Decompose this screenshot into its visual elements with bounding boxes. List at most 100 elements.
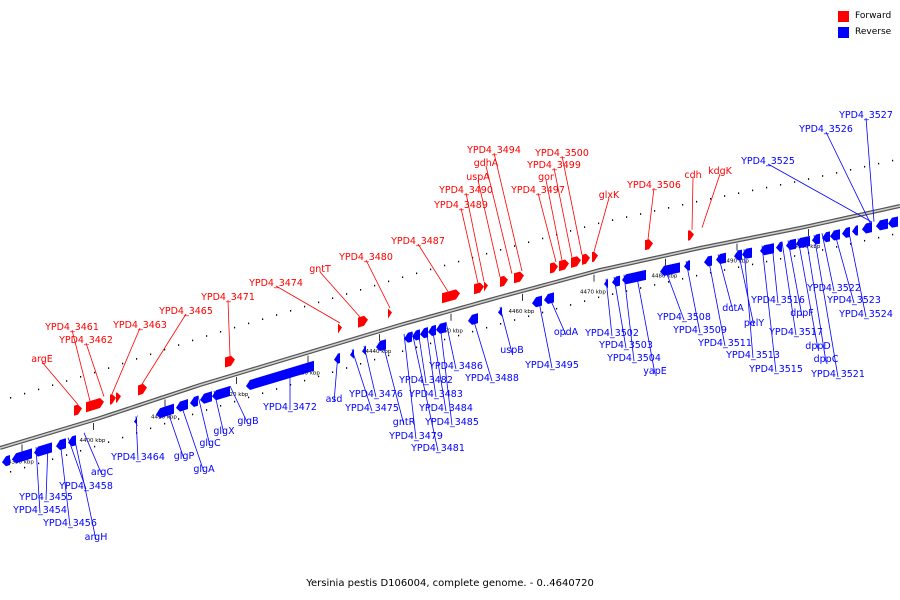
guide-dot bbox=[10, 397, 12, 399]
guide-dot bbox=[94, 371, 96, 374]
label-leader bbox=[847, 227, 867, 318]
forward-gene-label: kdgK bbox=[708, 166, 733, 177]
forward-gene bbox=[592, 251, 598, 263]
reverse-swatch bbox=[838, 26, 849, 38]
label-leader bbox=[743, 249, 754, 359]
reverse-gene bbox=[760, 243, 774, 256]
reverse-gene bbox=[876, 218, 888, 231]
guide-dot bbox=[276, 314, 278, 316]
forward-gene-label: YPD4_3506 bbox=[626, 180, 681, 191]
guide-dot bbox=[206, 409, 208, 411]
axis-tick-label: 4390 kbp bbox=[8, 459, 34, 465]
label-leader bbox=[499, 306, 513, 354]
guide-dot bbox=[500, 323, 502, 325]
forward-gene bbox=[225, 355, 235, 368]
forward-gene-label: glxK bbox=[599, 190, 620, 201]
forward-gene bbox=[571, 256, 581, 268]
guide-dot bbox=[598, 296, 600, 299]
forward-gene bbox=[358, 315, 368, 328]
label-leader bbox=[333, 353, 339, 403]
guide-dot bbox=[668, 281, 670, 283]
forward-gene-label: YPD4_3499 bbox=[526, 160, 581, 171]
forward-gene bbox=[442, 289, 460, 304]
label-leader bbox=[663, 265, 685, 321]
guide-dot bbox=[598, 222, 600, 225]
label-leader bbox=[67, 437, 87, 490]
reverse-gene-label: YPD4_3484 bbox=[418, 403, 473, 414]
reverse-gene-label: YPD4_3523 bbox=[826, 295, 881, 306]
guide-dot bbox=[864, 239, 866, 242]
guide-dot bbox=[528, 241, 530, 244]
reverse-gene-label: glgC bbox=[199, 438, 221, 449]
label-leader bbox=[135, 416, 139, 461]
guide-dot bbox=[80, 450, 82, 452]
guide-dot bbox=[794, 255, 796, 257]
forward-gene bbox=[500, 275, 508, 287]
guide-dot bbox=[108, 441, 110, 443]
reverse-gene bbox=[156, 403, 174, 419]
guide-dot bbox=[696, 200, 698, 203]
label-leader bbox=[35, 447, 41, 514]
guide-dot bbox=[654, 284, 656, 286]
guide-dot bbox=[38, 462, 40, 465]
legend-item-forward: Forward bbox=[838, 8, 891, 24]
guide-dot bbox=[262, 392, 264, 394]
reverse-gene bbox=[842, 227, 850, 238]
label-leader bbox=[613, 276, 627, 349]
axis-tick-label: 4410 kbp bbox=[151, 415, 177, 421]
guide-dot bbox=[584, 300, 586, 302]
guide-dot bbox=[710, 272, 712, 274]
genome-caption: Yersinia pestis D106004, complete genome… bbox=[306, 578, 594, 589]
guide-dot bbox=[878, 162, 880, 165]
label-leader bbox=[431, 325, 447, 412]
reverse-gene bbox=[436, 322, 446, 334]
guide-dot bbox=[696, 274, 698, 277]
reverse-gene-label: opdA bbox=[554, 327, 579, 338]
reverse-gene-label: YPD4_3511 bbox=[697, 338, 752, 349]
axis-tick-label: 4400 kbp bbox=[80, 438, 106, 444]
guide-dot bbox=[122, 362, 124, 365]
guide-dot bbox=[304, 379, 306, 382]
reverse-gene bbox=[532, 295, 542, 308]
reverse-gene-label: glgP bbox=[174, 451, 195, 462]
guide-dot bbox=[24, 466, 26, 469]
guide-dot bbox=[584, 226, 586, 228]
guide-dot bbox=[682, 203, 684, 206]
guide-dot bbox=[850, 243, 852, 245]
guide-dot bbox=[430, 342, 432, 345]
guide-dot bbox=[514, 319, 516, 321]
guide-dot bbox=[66, 380, 68, 382]
forward-gene-label: YPD4_3497 bbox=[510, 185, 565, 196]
reverse-gene-label: YPD4_3521 bbox=[810, 369, 865, 380]
label-leader bbox=[787, 240, 803, 317]
guide-dot bbox=[654, 210, 656, 212]
reverse-gene bbox=[544, 292, 554, 305]
guide-dot bbox=[178, 344, 180, 346]
guide-dot bbox=[388, 280, 390, 283]
guide-dot bbox=[318, 375, 320, 378]
reverse-gene bbox=[334, 353, 340, 364]
guide-dot bbox=[486, 326, 488, 329]
reverse-gene-label: YPD4_3454 bbox=[12, 505, 67, 516]
reverse-gene bbox=[862, 222, 872, 234]
forward-gene bbox=[388, 308, 392, 319]
reverse-gene-label: dctA bbox=[722, 303, 744, 314]
axis-tick-label: 4440 kbp bbox=[366, 349, 392, 355]
axis-tick-label: 4460 kbp bbox=[509, 309, 535, 315]
reverse-gene bbox=[428, 324, 436, 337]
reverse-gene-label: argH bbox=[85, 532, 108, 543]
forward-gene bbox=[86, 398, 104, 413]
reverse-gene-label: uspB bbox=[500, 345, 524, 356]
reverse-gene bbox=[852, 225, 858, 236]
label-leader bbox=[605, 278, 613, 337]
forward-gene bbox=[514, 271, 524, 284]
reverse-gene-label: glgB bbox=[237, 416, 258, 427]
label-leader bbox=[365, 259, 391, 309]
guide-dot bbox=[626, 216, 628, 218]
label-leader bbox=[425, 327, 437, 398]
forward-swatch bbox=[838, 10, 849, 22]
reverse-gene bbox=[246, 360, 314, 390]
label-leader bbox=[761, 245, 777, 373]
reverse-gene bbox=[612, 275, 620, 287]
